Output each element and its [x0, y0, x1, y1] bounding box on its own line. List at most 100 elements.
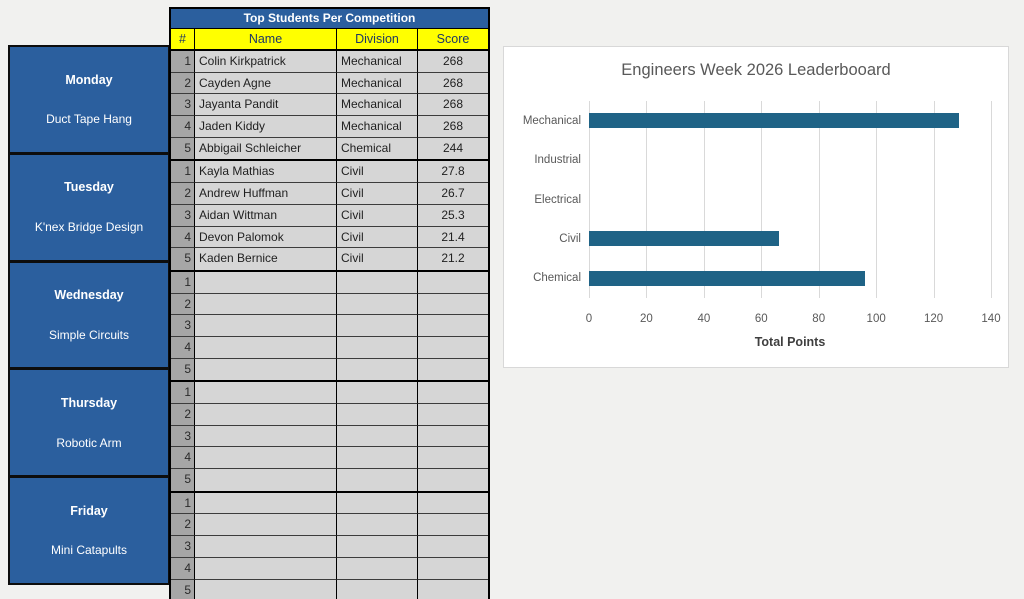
division-cell[interactable] [337, 514, 418, 537]
name-cell[interactable]: Abbigail Schleicher [195, 137, 337, 160]
name-cell[interactable]: Colin Kirkpatrick [195, 51, 337, 73]
score-cell[interactable] [418, 425, 488, 448]
name-cell[interactable]: Andrew Huffman [195, 183, 337, 205]
name-cell[interactable] [195, 315, 337, 337]
rank-cell[interactable]: 3 [171, 425, 195, 448]
name-cell[interactable]: Kayla Mathias [195, 161, 337, 184]
chart-bar[interactable] [589, 231, 779, 247]
division-cell[interactable]: Chemical [337, 137, 418, 160]
day-cell[interactable]: Friday Mini Catapults [8, 476, 170, 585]
score-cell[interactable] [418, 514, 488, 537]
name-cell[interactable]: Kaden Bernice [195, 248, 337, 270]
rank-cell[interactable]: 4 [171, 447, 195, 470]
rank-cell[interactable]: 1 [171, 382, 195, 404]
score-cell[interactable]: 21.2 [418, 248, 488, 270]
day-cell[interactable]: Thursday Robotic Arm [8, 368, 170, 478]
division-cell[interactable]: Civil [337, 204, 418, 227]
score-cell[interactable]: 268 [418, 51, 488, 73]
score-cell[interactable]: 244 [418, 137, 488, 160]
division-cell[interactable]: Mechanical [337, 116, 418, 138]
score-cell[interactable]: 268 [418, 94, 488, 117]
division-cell[interactable] [337, 579, 418, 599]
rank-cell[interactable]: 5 [171, 248, 195, 270]
rank-cell[interactable]: 5 [171, 469, 195, 491]
name-cell[interactable]: Cayden Agne [195, 72, 337, 95]
score-cell[interactable]: 268 [418, 72, 488, 95]
name-cell[interactable] [195, 447, 337, 470]
rank-cell[interactable]: 4 [171, 336, 195, 359]
rank-cell[interactable]: 3 [171, 536, 195, 558]
name-cell[interactable] [195, 514, 337, 537]
rank-cell[interactable]: 2 [171, 404, 195, 426]
leaderboard-chart[interactable]: Engineers Week 2026 Leaderbooard Mechani… [503, 46, 1009, 368]
name-cell[interactable] [195, 382, 337, 404]
rank-cell[interactable]: 1 [171, 492, 195, 515]
name-cell[interactable] [195, 404, 337, 426]
division-cell[interactable] [337, 557, 418, 580]
rank-cell[interactable]: 4 [171, 116, 195, 138]
division-cell[interactable]: Civil [337, 226, 418, 249]
rank-cell[interactable]: 2 [171, 183, 195, 205]
rank-cell[interactable]: 5 [171, 137, 195, 160]
score-cell[interactable] [418, 382, 488, 404]
name-cell[interactable] [195, 557, 337, 580]
rank-cell[interactable]: 2 [171, 72, 195, 95]
day-cell[interactable]: Monday Duct Tape Hang [8, 45, 170, 154]
rank-cell[interactable]: 4 [171, 557, 195, 580]
day-cell[interactable]: Tuesday K'nex Bridge Design [8, 152, 170, 262]
chart-bar[interactable] [589, 113, 960, 129]
name-cell[interactable] [195, 492, 337, 515]
rank-cell[interactable]: 1 [171, 161, 195, 184]
score-cell[interactable] [418, 404, 488, 426]
rank-cell[interactable]: 5 [171, 358, 195, 381]
division-cell[interactable] [337, 492, 418, 515]
rank-cell[interactable]: 2 [171, 514, 195, 537]
name-cell[interactable] [195, 271, 337, 294]
division-cell[interactable]: Mechanical [337, 94, 418, 117]
rank-cell[interactable]: 1 [171, 271, 195, 294]
name-cell[interactable] [195, 536, 337, 558]
score-cell[interactable] [418, 492, 488, 515]
division-cell[interactable] [337, 404, 418, 426]
column-header-score[interactable]: Score [418, 29, 488, 49]
division-cell[interactable]: Civil [337, 183, 418, 205]
division-cell[interactable] [337, 447, 418, 470]
division-cell[interactable] [337, 336, 418, 359]
name-cell[interactable] [195, 336, 337, 359]
score-cell[interactable]: 21.4 [418, 226, 488, 249]
score-cell[interactable] [418, 336, 488, 359]
division-cell[interactable]: Civil [337, 161, 418, 184]
name-cell[interactable] [195, 579, 337, 599]
score-cell[interactable] [418, 315, 488, 337]
name-cell[interactable] [195, 469, 337, 491]
column-header-division[interactable]: Division [337, 29, 418, 49]
name-cell[interactable] [195, 358, 337, 381]
score-cell[interactable] [418, 271, 488, 294]
rank-cell[interactable]: 3 [171, 315, 195, 337]
division-cell[interactable] [337, 382, 418, 404]
name-cell[interactable]: Devon Palomok [195, 226, 337, 249]
division-cell[interactable] [337, 271, 418, 294]
division-cell[interactable] [337, 425, 418, 448]
division-cell[interactable]: Mechanical [337, 72, 418, 95]
name-cell[interactable]: Jayanta Pandit [195, 94, 337, 117]
score-cell[interactable] [418, 358, 488, 381]
rank-cell[interactable]: 4 [171, 226, 195, 249]
division-cell[interactable]: Mechanical [337, 51, 418, 73]
score-cell[interactable] [418, 557, 488, 580]
division-cell[interactable] [337, 536, 418, 558]
score-cell[interactable]: 25.3 [418, 204, 488, 227]
name-cell[interactable]: Aidan Wittman [195, 204, 337, 227]
chart-bar[interactable] [589, 270, 865, 286]
name-cell[interactable] [195, 425, 337, 448]
score-cell[interactable] [418, 293, 488, 316]
rank-cell[interactable]: 2 [171, 293, 195, 316]
rank-cell[interactable]: 3 [171, 94, 195, 117]
name-cell[interactable]: Jaden Kiddy [195, 116, 337, 138]
division-cell[interactable]: Civil [337, 248, 418, 270]
division-cell[interactable] [337, 358, 418, 381]
day-cell[interactable]: Wednesday Simple Circuits [8, 260, 170, 370]
score-cell[interactable] [418, 536, 488, 558]
division-cell[interactable] [337, 469, 418, 491]
division-cell[interactable] [337, 315, 418, 337]
